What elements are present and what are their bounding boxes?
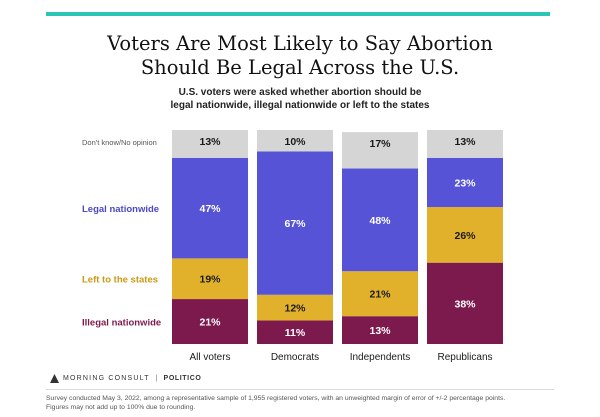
data-label-illegal-nationwide-republicans: 38%: [454, 298, 476, 310]
chart-title-line-1: Voters Are Most Likely to Say Abortion: [107, 32, 493, 55]
footnote-line-1: Survey conducted May 3, 2022, among a re…: [46, 395, 506, 402]
data-label-illegal-nationwide-democrats: 11%: [285, 327, 306, 339]
chart-subtitle-line-2: legal nationwide, illegal nationwide or …: [170, 100, 430, 111]
legend-label-dont-know: Don't know/No opinion: [82, 138, 157, 147]
data-label-dont-know-all-voters: 13%: [199, 136, 221, 148]
category-label-independents: Independents: [350, 352, 411, 363]
branding: MORNING CONSULT | POLITICO: [50, 374, 201, 383]
legend-label-illegal-nationwide: Illegal nationwide: [82, 318, 161, 329]
bar-segment-dont-know-independents: [342, 132, 418, 169]
top-accent-rule: [46, 12, 550, 16]
data-label-legal-nationwide-republicans: 23%: [454, 177, 476, 189]
bar-segment-illegal-nationwide-independents: [342, 316, 418, 344]
politico-label: POLITICO: [163, 375, 202, 382]
data-label-left-to-the-states-independents: 21%: [369, 289, 391, 301]
bar-segment-left-to-the-states-democrats: [257, 294, 333, 321]
bar-segment-dont-know-republicans: [427, 130, 503, 158]
data-label-left-to-the-states-democrats: 12%: [284, 303, 306, 315]
brand-separator: |: [155, 375, 158, 382]
bar-segment-left-to-the-states-republicans: [427, 207, 503, 263]
chart-subtitle-line-1: U.S. voters were asked whether abortion …: [178, 87, 422, 98]
chart-subtitle: U.S. voters were asked whether abortion …: [0, 86, 600, 112]
morning-consult-logo-icon: [50, 374, 59, 383]
morning-consult-label: MORNING CONSULT: [63, 375, 150, 382]
data-label-illegal-nationwide-all-voters: 21%: [199, 317, 221, 329]
legend-label-left-to-the-states: Left to the states: [82, 275, 158, 286]
data-label-legal-nationwide-democrats: 67%: [284, 218, 306, 230]
bar-segment-legal-nationwide-independents: [342, 168, 418, 272]
chart-title-line-2: Should Be Legal Across the U.S.: [140, 56, 460, 79]
footer-divider: [46, 389, 554, 390]
bar-segment-left-to-the-states-all-voters: [172, 258, 248, 300]
legend-label-legal-nationwide: Legal nationwide: [82, 204, 159, 215]
data-label-dont-know-republicans: 13%: [454, 136, 476, 148]
bar-segment-legal-nationwide-democrats: [257, 151, 333, 295]
data-label-legal-nationwide-independents: 48%: [369, 215, 391, 227]
bar-segment-illegal-nationwide-all-voters: [172, 299, 248, 344]
bar-segment-left-to-the-states-independents: [342, 271, 418, 317]
bar-segment-illegal-nationwide-democrats: [257, 320, 333, 344]
chart-title: Voters Are Most Likely to Say Abortion S…: [0, 32, 600, 80]
footnote-line-2: Figures may not add up to 100% due to ro…: [46, 404, 196, 411]
data-label-left-to-the-states-all-voters: 19%: [199, 274, 221, 286]
category-label-republicans: Republicans: [437, 352, 492, 363]
data-label-legal-nationwide-all-voters: 47%: [199, 203, 221, 215]
data-label-dont-know-independents: 17%: [369, 138, 391, 150]
data-label-illegal-nationwide-independents: 13%: [369, 325, 391, 337]
footnote: Survey conducted May 3, 2022, among a re…: [46, 394, 566, 412]
data-label-left-to-the-states-republicans: 26%: [454, 230, 476, 242]
bar-segment-illegal-nationwide-republicans: [427, 262, 503, 344]
category-label-democrats: Democrats: [271, 352, 319, 363]
bar-segment-legal-nationwide-republicans: [427, 157, 503, 208]
bar-segment-dont-know-all-voters: [172, 130, 248, 158]
bar-segment-dont-know-democrats: [257, 130, 333, 152]
bar-segment-legal-nationwide-all-voters: [172, 157, 248, 259]
category-label-all-voters: All voters: [189, 352, 230, 363]
data-label-dont-know-democrats: 10%: [284, 136, 306, 148]
